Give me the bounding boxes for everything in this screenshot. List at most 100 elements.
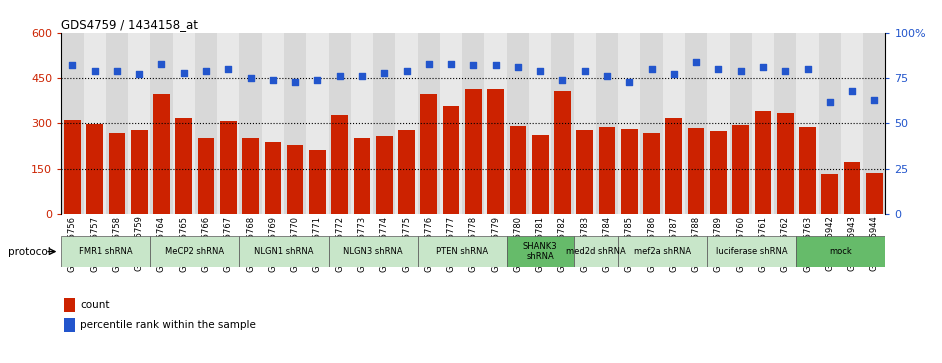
Point [577, 68, 593, 74]
Bar [443, 106, 460, 214]
Point [733, 68, 748, 74]
Bar [128, 33, 151, 214]
Point [465, 62, 480, 68]
Bar [218, 33, 239, 214]
Bar [420, 94, 437, 214]
Bar [796, 236, 885, 267]
Point [800, 66, 815, 72]
Bar [108, 133, 125, 214]
Bar [510, 126, 527, 214]
Bar [532, 135, 548, 214]
Point [109, 68, 124, 74]
Bar [663, 33, 685, 214]
Bar [688, 128, 705, 214]
Bar [866, 174, 883, 214]
Point [132, 72, 147, 77]
Bar [329, 33, 350, 214]
Point [689, 59, 704, 65]
Bar [151, 33, 172, 214]
Bar [618, 236, 707, 267]
Bar [796, 33, 819, 214]
Text: SHANK3
shRNA: SHANK3 shRNA [523, 242, 558, 261]
Point [532, 68, 547, 74]
Bar [106, 33, 128, 214]
Bar [551, 33, 574, 214]
Bar [819, 33, 841, 214]
Point [310, 77, 325, 83]
Bar [242, 138, 259, 214]
Text: NLGN3 shRNA: NLGN3 shRNA [343, 247, 403, 256]
Point [622, 79, 637, 85]
Bar [618, 33, 641, 214]
Point [755, 64, 771, 70]
Bar [554, 91, 571, 214]
Point [444, 61, 459, 66]
Bar [643, 133, 660, 214]
Bar [665, 118, 682, 214]
Bar [621, 129, 638, 214]
Bar [707, 33, 729, 214]
Bar [61, 33, 84, 214]
Bar [799, 127, 816, 214]
Point [421, 61, 436, 66]
Point [511, 64, 526, 70]
Bar [707, 236, 796, 267]
Bar [398, 130, 414, 214]
Point [488, 62, 503, 68]
Bar [373, 33, 396, 214]
Text: mock: mock [830, 247, 853, 256]
Point [822, 99, 837, 105]
Text: percentile rank within the sample: percentile rank within the sample [80, 320, 256, 330]
Bar [309, 150, 326, 214]
Bar [465, 89, 481, 214]
Point [266, 77, 281, 83]
Bar [154, 94, 170, 214]
Bar [262, 33, 284, 214]
Bar [574, 236, 618, 267]
Text: PTEN shRNA: PTEN shRNA [436, 247, 488, 256]
Bar [685, 33, 707, 214]
Bar [732, 125, 749, 214]
Bar [284, 33, 306, 214]
Bar [376, 136, 393, 214]
Point [711, 66, 726, 72]
Text: mef2a shRNA: mef2a shRNA [634, 247, 691, 256]
Bar [350, 33, 373, 214]
Point [644, 66, 659, 72]
Bar [599, 127, 615, 214]
Bar [353, 138, 370, 214]
Point [65, 62, 80, 68]
Point [599, 73, 614, 79]
Bar [151, 236, 239, 267]
Text: FMR1 shRNA: FMR1 shRNA [79, 247, 133, 256]
Point [220, 66, 236, 72]
Point [555, 77, 570, 83]
Bar [329, 236, 417, 267]
Bar [87, 124, 103, 214]
Bar [844, 162, 860, 214]
Text: med2d shRNA: med2d shRNA [566, 247, 625, 256]
Point [287, 79, 302, 85]
Point [666, 72, 681, 77]
Bar [774, 33, 796, 214]
Bar [417, 236, 507, 267]
Bar [821, 174, 838, 214]
Bar [841, 33, 863, 214]
Bar [755, 111, 771, 214]
Text: count: count [80, 300, 109, 310]
Text: luciferase shRNA: luciferase shRNA [716, 247, 788, 256]
Point [243, 75, 258, 81]
Bar [195, 33, 218, 214]
Bar [198, 138, 215, 214]
Bar [239, 33, 262, 214]
Bar [440, 33, 463, 214]
Bar [265, 142, 282, 214]
Point [377, 70, 392, 76]
Bar [219, 121, 236, 214]
Text: MeCP2 shRNA: MeCP2 shRNA [166, 247, 224, 256]
Bar [175, 118, 192, 214]
Bar [84, 33, 106, 214]
Bar [863, 33, 885, 214]
Bar [484, 33, 507, 214]
Point [199, 68, 214, 74]
